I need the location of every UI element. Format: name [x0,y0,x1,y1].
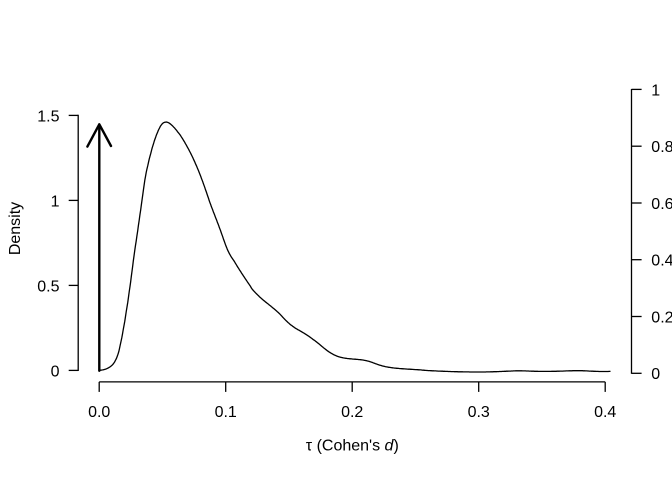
svg-text:0.4: 0.4 [651,253,672,270]
svg-text:0.0: 0.0 [88,404,110,421]
svg-text:1.5: 1.5 [37,108,59,125]
svg-text:τ (Cohen's d): τ (Cohen's d) [306,437,399,454]
svg-text:0: 0 [51,363,60,380]
svg-text:0.1: 0.1 [215,404,237,421]
svg-text:0.2: 0.2 [651,309,672,326]
svg-text:0.2: 0.2 [341,404,363,421]
svg-text:0.3: 0.3 [468,404,490,421]
svg-text:0.6: 0.6 [651,196,672,213]
svg-text:0.4: 0.4 [594,404,616,421]
svg-text:0.8: 0.8 [651,139,672,156]
svg-text:0.5: 0.5 [37,278,59,295]
svg-text:Density: Density [7,202,24,255]
svg-text:0: 0 [651,366,660,383]
svg-text:1: 1 [651,82,660,99]
svg-text:1: 1 [51,193,60,210]
